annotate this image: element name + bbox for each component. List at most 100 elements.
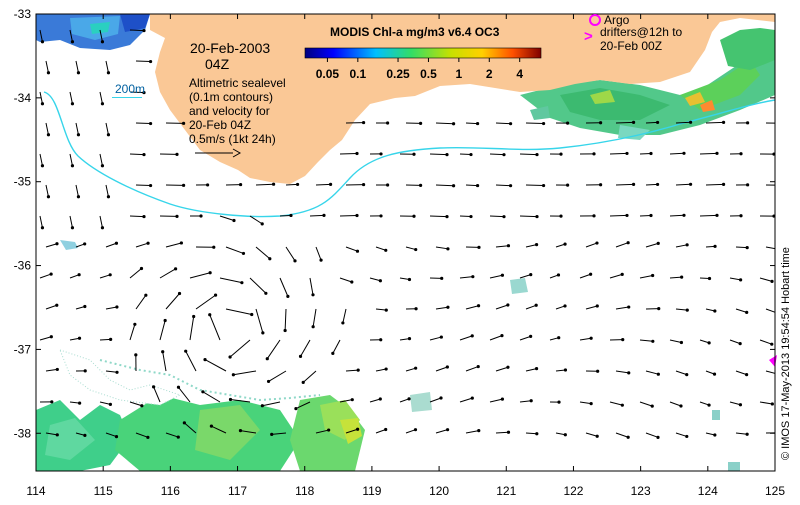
velocity-vector-head (267, 380, 270, 383)
velocity-vector-head (564, 368, 567, 371)
colorbar-tick-label: 2 (486, 67, 493, 81)
velocity-vector-head (715, 214, 718, 217)
velocity-vector-head (356, 250, 359, 253)
velocity-vector-head (386, 121, 389, 124)
velocity-vector-head (651, 340, 654, 343)
velocity-vector-head (408, 278, 411, 281)
velocity-vector-head (739, 278, 742, 281)
velocity-vector-head (680, 341, 683, 344)
velocity-vector-head (563, 243, 566, 246)
velocity-vector-head (201, 390, 204, 393)
velocity-vector-head (440, 277, 443, 280)
velocity-vector-head (446, 247, 449, 250)
velocity-vector-head (284, 329, 287, 332)
velocity-vector-head (232, 373, 235, 376)
velocity-vector-head (590, 402, 593, 405)
velocity-vector (700, 153, 717, 154)
velocity-vector-head (101, 226, 104, 229)
drifters-icon: > (584, 28, 593, 45)
velocity-vector-head (689, 183, 692, 186)
velocity-vector-head (739, 403, 742, 406)
velocity-vector-head (529, 273, 532, 276)
velocity-vector-head (379, 279, 382, 282)
velocity-vector-head (47, 195, 50, 198)
velocity-vector-head (745, 373, 748, 376)
velocity-vector-head (47, 71, 50, 74)
velocity-vector (616, 184, 634, 185)
colorbar-tick-label: 4 (516, 67, 523, 81)
velocity-vector-head (535, 153, 538, 156)
velocity-vector-head (779, 122, 782, 125)
velocity-vector-head (746, 183, 749, 186)
velocity-vector-head (286, 295, 289, 298)
velocity-vector-head (686, 243, 689, 246)
velocity-vector (130, 30, 144, 31)
velocity-vector (490, 216, 504, 217)
velocity-vector-head (311, 293, 314, 296)
velocity-vector (736, 247, 747, 248)
velocity-vector-head (175, 153, 178, 156)
velocity-vector-head (621, 404, 624, 407)
velocity-vector-head (746, 121, 749, 124)
velocity-vector-head (341, 321, 344, 324)
velocity-vector-head (627, 436, 630, 439)
velocity-vector-head (115, 435, 118, 438)
velocity-vector-head (542, 122, 545, 125)
velocity-vector-head (713, 309, 716, 312)
velocity-vector-head (239, 183, 242, 186)
velocity-vector-head (408, 337, 411, 340)
velocity-vector-head (115, 305, 118, 308)
velocity-vector-head (507, 244, 510, 247)
velocity-vector-head (445, 215, 448, 218)
velocity-vector-head (55, 242, 58, 245)
velocity-vector-head (621, 273, 624, 276)
velocity-vector-head (362, 121, 365, 124)
x-tick-label: 121 (496, 484, 516, 498)
x-tick-label: 119 (362, 484, 381, 498)
velocity-vector-head (596, 435, 599, 438)
velocity-vector-head (146, 436, 149, 439)
velocity-vector-head (507, 431, 510, 434)
velocity-vector-head (502, 215, 505, 218)
velocity-vector-head (180, 241, 183, 244)
velocity-vector-head (350, 280, 353, 283)
velocity-vector (670, 215, 684, 216)
velocity-vector-head (414, 307, 417, 310)
velocity-vector-head (502, 153, 505, 156)
velocity-vector-head (362, 183, 365, 186)
velocity-vector-head (152, 385, 155, 388)
credit-text: © IMOS 17-May-2013 19:54:54 Hobart time (780, 247, 792, 460)
velocity-vector-head (182, 184, 185, 187)
velocity-vector-head (71, 226, 74, 229)
x-tick-label: 122 (563, 484, 583, 498)
velocity-vector (460, 216, 471, 217)
velocity-vector-head (261, 222, 264, 225)
velocity-vector-head (685, 373, 688, 376)
x-tick-label: 118 (295, 484, 314, 498)
velocity-vector-head (657, 307, 660, 310)
velocity-vector-head (632, 183, 635, 186)
velocity-vector-head (627, 371, 630, 374)
velocity-vector-head (149, 60, 152, 63)
x-tick-label: 125 (765, 484, 785, 498)
velocity-vector-head (239, 429, 242, 432)
velocity-vector-head (208, 313, 211, 316)
velocity-vector-head (140, 404, 143, 407)
velocity-vector (430, 154, 447, 155)
velocity-vector-head (41, 164, 44, 167)
velocity-vector (616, 122, 634, 123)
velocity-vector-head (319, 259, 322, 262)
velocity-vector-head (542, 184, 545, 187)
velocity-vector-head (289, 214, 292, 217)
velocity-vector-head (41, 226, 44, 229)
colorbar-gradient (305, 48, 541, 58)
velocity-vector-head (384, 428, 387, 431)
velocity-vector-head (509, 184, 512, 187)
velocity-vector-head (214, 294, 217, 297)
velocity-vector-head (379, 214, 382, 217)
velocity-vector (136, 123, 151, 124)
velocity-vector-head (657, 373, 660, 376)
velocity-vector-head (471, 275, 474, 278)
velocity-vector (130, 154, 144, 155)
velocity-vector-head (632, 121, 635, 124)
